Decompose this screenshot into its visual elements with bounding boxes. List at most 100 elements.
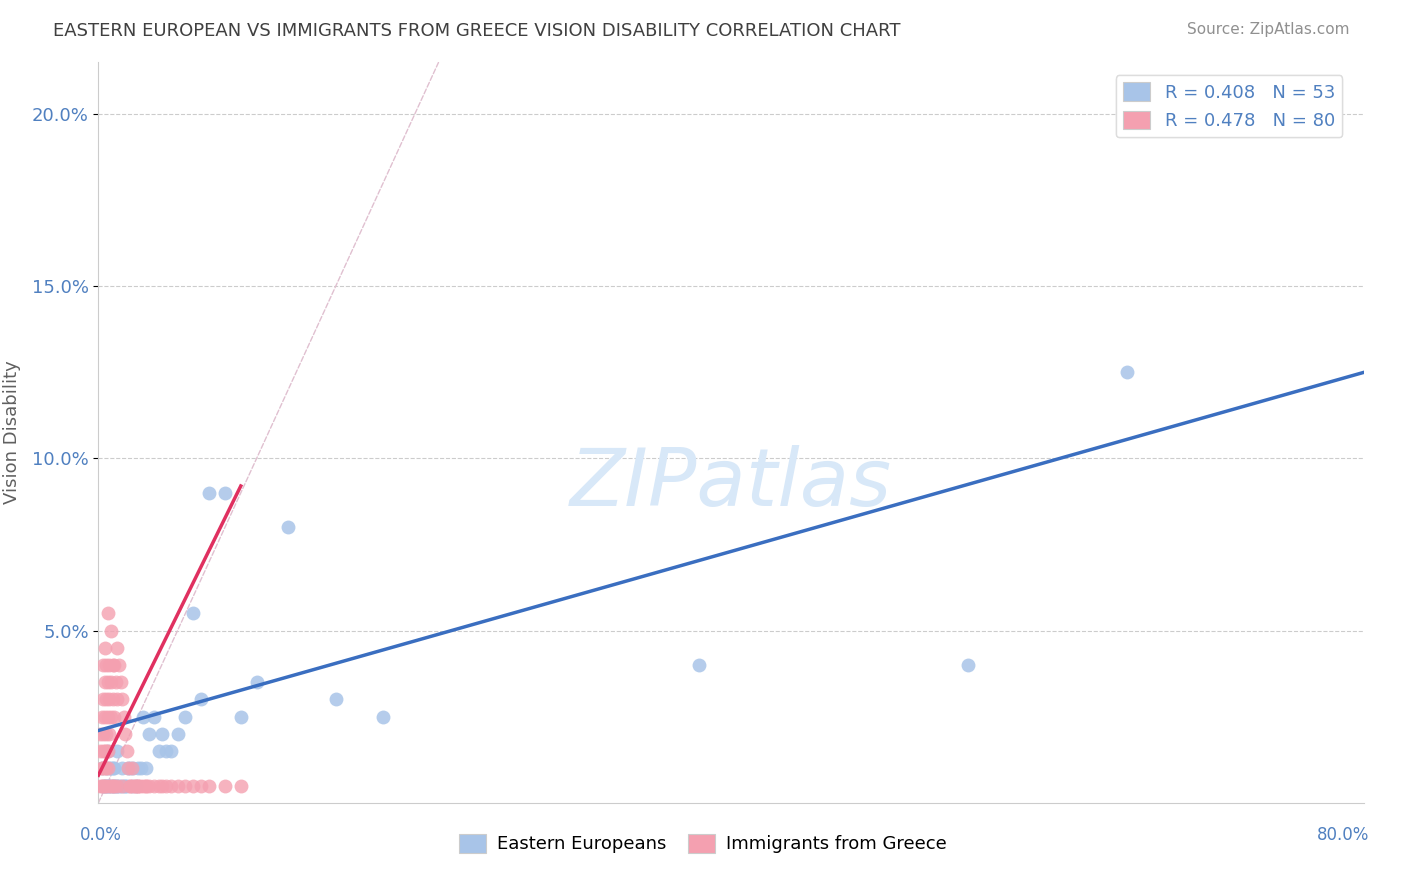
Point xyxy=(150,779,173,793)
Text: ZIPatlas: ZIPatlas xyxy=(569,445,893,524)
Point xyxy=(97,675,120,690)
Y-axis label: Vision Disability: Vision Disability xyxy=(3,360,21,505)
Point xyxy=(97,761,120,775)
Point xyxy=(108,658,131,673)
Point xyxy=(148,744,170,758)
Point xyxy=(107,779,129,793)
Point xyxy=(91,744,114,758)
Point xyxy=(115,744,138,758)
Point xyxy=(124,779,146,793)
Point xyxy=(103,709,125,723)
Point xyxy=(98,658,121,673)
Point xyxy=(93,640,117,655)
Text: EASTERN EUROPEAN VS IMMIGRANTS FROM GREECE VISION DISABILITY CORRELATION CHART: EASTERN EUROPEAN VS IMMIGRANTS FROM GREE… xyxy=(53,22,901,40)
Point xyxy=(104,779,127,793)
Text: 0.0%: 0.0% xyxy=(80,826,122,844)
Point xyxy=(90,761,112,775)
Point xyxy=(96,779,118,793)
Point xyxy=(93,709,117,723)
Point xyxy=(155,779,177,793)
Point xyxy=(214,486,236,500)
Point xyxy=(100,675,122,690)
Point xyxy=(100,709,122,723)
Point xyxy=(183,779,205,793)
Point xyxy=(107,744,129,758)
Point xyxy=(132,779,155,793)
Point xyxy=(135,761,157,775)
Point xyxy=(91,779,114,793)
Point xyxy=(90,709,112,723)
Point xyxy=(166,727,188,741)
Point xyxy=(101,761,124,775)
Point xyxy=(128,779,150,793)
Point xyxy=(1115,365,1137,379)
Point xyxy=(98,692,121,706)
Point xyxy=(111,779,134,793)
Point xyxy=(101,779,124,793)
Point xyxy=(100,624,122,638)
Point xyxy=(110,675,132,690)
Point xyxy=(89,727,111,741)
Point xyxy=(114,779,136,793)
Point xyxy=(111,761,134,775)
Point xyxy=(371,709,394,723)
Point xyxy=(120,779,141,793)
Point xyxy=(155,744,177,758)
Point xyxy=(198,486,221,500)
Point xyxy=(121,761,143,775)
Point xyxy=(97,607,120,621)
Point xyxy=(90,761,112,775)
Point xyxy=(100,761,122,775)
Point xyxy=(246,675,269,690)
Point xyxy=(91,692,114,706)
Point xyxy=(96,761,118,775)
Point xyxy=(135,779,157,793)
Point xyxy=(93,779,117,793)
Point xyxy=(98,779,121,793)
Point xyxy=(98,761,121,775)
Point xyxy=(183,607,205,621)
Point xyxy=(132,709,155,723)
Point xyxy=(97,744,120,758)
Point xyxy=(93,779,117,793)
Point xyxy=(96,779,118,793)
Point xyxy=(166,779,188,793)
Point xyxy=(96,692,118,706)
Point xyxy=(96,658,118,673)
Point xyxy=(97,709,120,723)
Point xyxy=(103,658,125,673)
Point xyxy=(214,779,236,793)
Point xyxy=(120,761,141,775)
Point xyxy=(97,744,120,758)
Point xyxy=(122,779,145,793)
Point xyxy=(112,709,135,723)
Point xyxy=(150,727,173,741)
Point xyxy=(957,658,980,673)
Point xyxy=(142,709,165,723)
Point xyxy=(127,779,149,793)
Point xyxy=(114,727,136,741)
Point xyxy=(98,779,121,793)
Point xyxy=(138,779,160,793)
Point xyxy=(91,779,114,793)
Point xyxy=(160,779,183,793)
Point xyxy=(174,709,197,723)
Point xyxy=(111,692,134,706)
Point xyxy=(93,761,117,775)
Text: Source: ZipAtlas.com: Source: ZipAtlas.com xyxy=(1187,22,1350,37)
Point xyxy=(277,520,299,534)
Point xyxy=(90,761,112,775)
Point xyxy=(117,761,139,775)
Point xyxy=(108,779,131,793)
Point xyxy=(229,779,252,793)
Point xyxy=(89,744,111,758)
Point xyxy=(97,779,120,793)
Point xyxy=(107,640,129,655)
Point xyxy=(103,761,125,775)
Point xyxy=(135,779,157,793)
Point xyxy=(325,692,347,706)
Point xyxy=(104,675,127,690)
Point xyxy=(112,779,135,793)
Point xyxy=(96,744,118,758)
Point xyxy=(125,779,148,793)
